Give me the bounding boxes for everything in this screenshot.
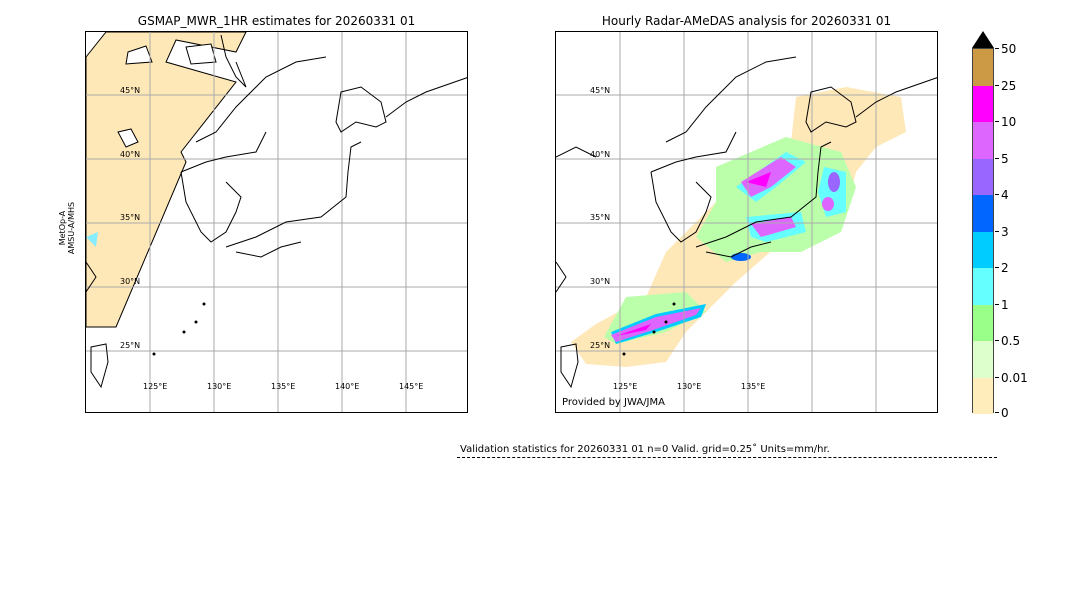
satellite-label-line2: AMSU-A/MHS — [67, 201, 76, 255]
colorbar-label: 10 — [1001, 115, 1017, 129]
colorbar-seg-2-3 — [973, 232, 993, 268]
left-map: 45°N 40°N 35°N 30°N 25°N 125°E 130°E 135… — [85, 31, 468, 413]
lat-label-45: 45°N — [590, 86, 611, 95]
colorbar-label: 2 — [1001, 261, 1009, 275]
right-map-canvas — [556, 32, 937, 412]
colorbar-label: 50 — [1001, 42, 1017, 56]
lat-label-40: 40°N — [120, 150, 141, 159]
colorbar-tick — [995, 267, 999, 268]
colorbar-tick — [995, 121, 999, 122]
colorbar-tick — [995, 231, 999, 232]
colorbar-label: 0.5 — [1001, 334, 1021, 348]
credit-label: Provided by JWA/JMA — [562, 397, 665, 408]
colorbar-label: 0 — [1001, 406, 1009, 420]
colorbar-label: 1 — [1001, 298, 1009, 312]
colorbar-tick — [995, 48, 999, 49]
lat-label-25: 25°N — [120, 341, 141, 350]
colorbar-tick — [995, 340, 999, 341]
colorbar-tick — [995, 304, 999, 305]
lon-label-125: 125°E — [613, 382, 638, 391]
colorbar-tick — [995, 85, 999, 86]
satellite-label: MetOp-A AMSU-A/MHS — [58, 198, 76, 258]
colorbar-seg-0.5-1 — [973, 305, 993, 341]
colorbar-label: 0.01 — [1001, 371, 1028, 385]
colorbar-seg-10-25 — [973, 86, 993, 122]
lat-label-35: 35°N — [590, 213, 611, 222]
lat-label-40: 40°N — [590, 150, 611, 159]
satellite-label-line1: MetOp-A — [58, 210, 67, 246]
colorbar-tick — [995, 412, 999, 413]
lat-label-30: 30°N — [120, 277, 141, 286]
lon-label-135: 135°E — [271, 382, 296, 391]
validation-statistics: Validation statistics for 20260331 01 n=… — [460, 444, 830, 455]
lat-label-35: 35°N — [120, 213, 141, 222]
lat-label-30: 30°N — [590, 277, 611, 286]
lon-label-145: 145°E — [399, 382, 424, 391]
left-map-canvas — [86, 32, 467, 412]
colorbar-label: 4 — [1001, 188, 1009, 202]
right-map: 45°N 40°N 35°N 30°N 25°N 125°E 130°E 135… — [555, 31, 938, 413]
colorbar-tick — [995, 377, 999, 378]
validation-divider — [457, 457, 997, 458]
colorbar-seg-0-0.01 — [973, 378, 993, 414]
colorbar-label: 5 — [1001, 152, 1009, 166]
colorbar-extend-arrow-icon — [972, 31, 994, 48]
left-map-title: GSMAP_MWR_1HR estimates for 20260331 01 — [137, 14, 416, 28]
colorbar-tick — [995, 194, 999, 195]
colorbar-seg-0.01-0.5 — [973, 341, 993, 378]
lon-label-130: 130°E — [207, 382, 232, 391]
colorbar-seg-5-10 — [973, 122, 993, 159]
right-map-title: Hourly Radar-AMeDAS analysis for 2026033… — [601, 14, 892, 28]
lon-label-125: 125°E — [143, 382, 168, 391]
colorbar-seg-25-50 — [973, 49, 993, 86]
colorbar-label: 3 — [1001, 225, 1009, 239]
lon-label-140: 140°E — [335, 382, 360, 391]
colorbar-seg-3-4 — [973, 195, 993, 232]
lon-label-130: 130°E — [677, 382, 702, 391]
lat-label-25: 25°N — [590, 341, 611, 350]
colorbar-seg-1-2 — [973, 268, 993, 305]
colorbar-label: 25 — [1001, 79, 1017, 93]
lon-label-135: 135°E — [741, 382, 766, 391]
lat-label-45: 45°N — [120, 86, 141, 95]
colorbar-tick — [995, 158, 999, 159]
colorbar-seg-4-5 — [973, 159, 993, 195]
colorbar — [972, 48, 994, 414]
